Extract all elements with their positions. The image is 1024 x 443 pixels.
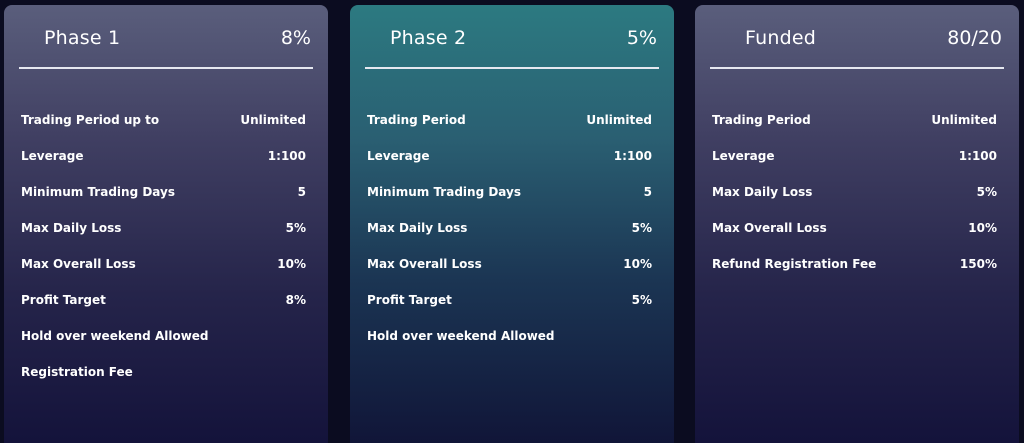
row-label: Minimum Trading Days — [21, 185, 175, 199]
row-profit-target: Profit Target 5% — [367, 293, 652, 329]
row-value: Unlimited — [586, 113, 652, 127]
row-value: 5% — [631, 221, 652, 235]
row-label: Trading Period — [367, 113, 466, 127]
card-rows: Trading Period Unlimited Leverage 1:100 … — [367, 113, 652, 365]
card-title: Phase 2 — [390, 27, 467, 49]
row-label: Max Overall Loss — [367, 257, 482, 271]
row-trading-period: Trading Period Unlimited — [712, 113, 997, 149]
row-label: Max Overall Loss — [21, 257, 136, 271]
card-title: Phase 1 — [44, 27, 121, 49]
row-label: Refund Registration Fee — [712, 257, 877, 271]
card-headline-value: 8% — [280, 27, 311, 49]
row-leverage: Leverage 1:100 — [367, 149, 652, 185]
row-max-overall-loss: Max Overall Loss 10% — [21, 257, 306, 293]
row-profit-target: Profit Target 8% — [21, 293, 306, 329]
row-value: 150% — [959, 257, 997, 271]
row-value: 10% — [968, 221, 997, 235]
row-label: Leverage — [21, 149, 84, 163]
row-label: Max Daily Loss — [367, 221, 468, 235]
row-label: Profit Target — [367, 293, 452, 307]
card-phase-2: Phase 2 5% Trading Period Unlimited Leve… — [350, 5, 674, 443]
row-label: Registration Fee — [21, 365, 133, 379]
row-label: Hold over weekend Allowed — [21, 329, 209, 343]
row-refund-registration-fee: Refund Registration Fee 150% — [712, 257, 997, 293]
row-value: 5% — [631, 293, 652, 307]
row-leverage: Leverage 1:100 — [712, 149, 997, 185]
row-label: Minimum Trading Days — [367, 185, 521, 199]
card-headline-value: 5% — [626, 27, 657, 49]
row-label: Max Daily Loss — [21, 221, 122, 235]
card-header: Phase 2 5% — [365, 5, 659, 69]
row-max-overall-loss: Max Overall Loss 10% — [367, 257, 652, 293]
row-value: 5% — [976, 185, 997, 199]
row-value: Unlimited — [240, 113, 306, 127]
row-value: 5 — [297, 185, 306, 199]
row-value: 1:100 — [613, 149, 652, 163]
row-label: Hold over weekend Allowed — [367, 329, 555, 343]
card-rows: Trading Period up to Unlimited Leverage … — [21, 113, 306, 401]
row-label: Leverage — [367, 149, 430, 163]
card-rows: Trading Period Unlimited Leverage 1:100 … — [712, 113, 997, 293]
row-max-daily-loss: Max Daily Loss 5% — [21, 221, 306, 257]
card-header: Funded 80/20 — [710, 5, 1004, 69]
row-label: Trading Period up to — [21, 113, 160, 127]
row-max-daily-loss: Max Daily Loss 5% — [712, 185, 997, 221]
row-hold-over-weekend: Hold over weekend Allowed — [367, 329, 652, 365]
row-value: 5% — [285, 221, 306, 235]
row-value: 1:100 — [267, 149, 306, 163]
card-headline-value: 80/20 — [947, 27, 1002, 49]
row-leverage: Leverage 1:100 — [21, 149, 306, 185]
row-minimum-trading-days: Minimum Trading Days 5 — [21, 185, 306, 221]
row-minimum-trading-days: Minimum Trading Days 5 — [367, 185, 652, 221]
row-max-daily-loss: Max Daily Loss 5% — [367, 221, 652, 257]
row-max-overall-loss: Max Overall Loss 10% — [712, 221, 997, 257]
row-value: 10% — [623, 257, 652, 271]
row-value: 10% — [277, 257, 306, 271]
row-label: Max Daily Loss — [712, 185, 813, 199]
row-value: 5 — [643, 185, 652, 199]
card-phase-1: Phase 1 8% Trading Period up to Unlimite… — [4, 5, 328, 443]
row-hold-over-weekend: Hold over weekend Allowed — [21, 329, 306, 365]
row-trading-period: Trading Period Unlimited — [367, 113, 652, 149]
row-label: Max Overall Loss — [712, 221, 827, 235]
card-funded: Funded 80/20 Trading Period Unlimited Le… — [695, 5, 1019, 443]
row-label: Leverage — [712, 149, 775, 163]
row-value: 1:100 — [958, 149, 997, 163]
card-title: Funded — [745, 27, 816, 49]
row-registration-fee: Registration Fee — [21, 365, 306, 401]
row-label: Profit Target — [21, 293, 106, 307]
row-trading-period: Trading Period up to Unlimited — [21, 113, 306, 149]
card-header: Phase 1 8% — [19, 5, 313, 69]
row-label: Trading Period — [712, 113, 811, 127]
row-value: 8% — [285, 293, 306, 307]
row-value: Unlimited — [931, 113, 997, 127]
